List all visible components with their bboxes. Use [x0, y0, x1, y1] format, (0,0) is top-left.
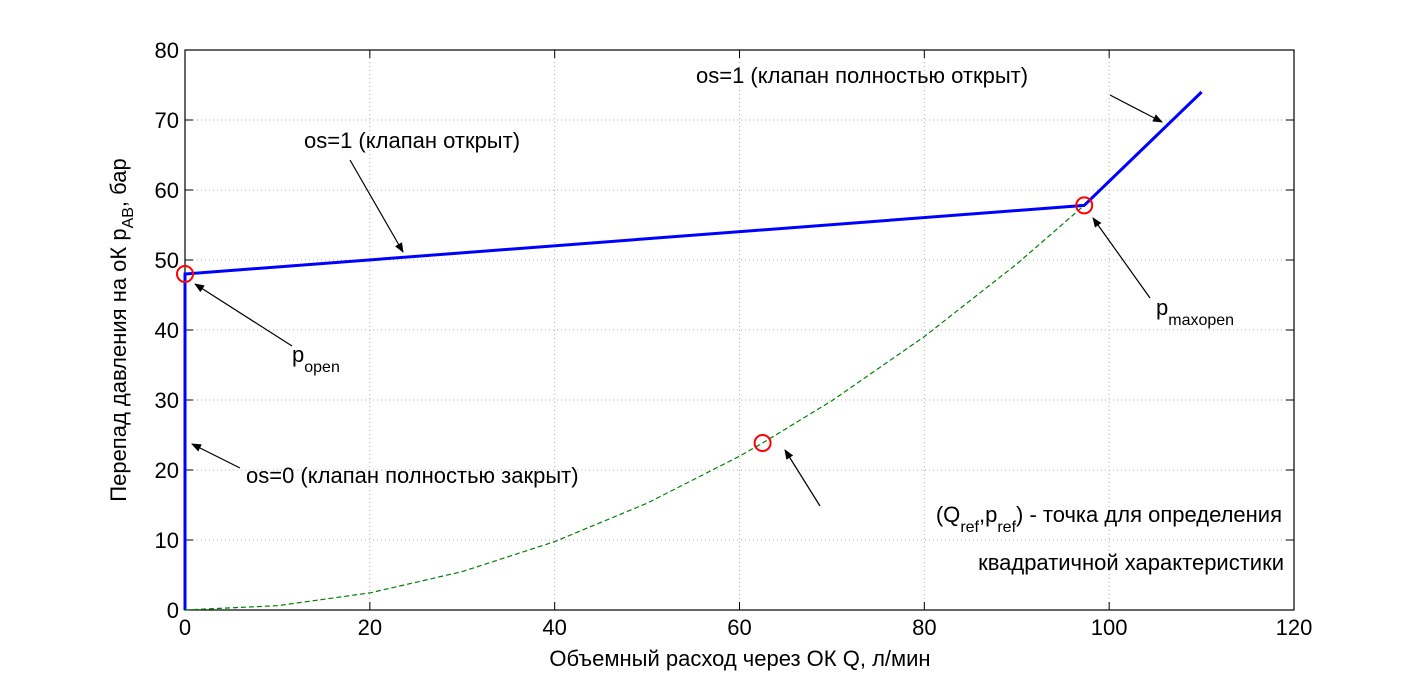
markers [176, 196, 1094, 453]
y-tick-label: 60 [155, 178, 179, 203]
tick-labels: 0 20 40 60 80 100 120 0 10 20 30 40 50 60 70 80 [155, 38, 1313, 640]
x-tick-label: 60 [727, 615, 751, 640]
y-axis-title: Перепад давления на оК pAB, бар [106, 158, 137, 501]
marker-p-maxopen [1075, 196, 1094, 215]
y-tick-label: 40 [155, 318, 179, 343]
y-tick-label: 70 [155, 108, 179, 133]
series [183, 90, 1203, 611]
x-tick-label: 100 [1091, 615, 1128, 640]
arrow-ref-point [784, 449, 821, 507]
x-axis-title: Объемный расход через ОК Q, л/мин [549, 646, 930, 671]
annotation-p-open: popen [292, 342, 340, 376]
grid [185, 50, 1294, 610]
y-tick-label: 30 [155, 388, 179, 413]
marker-q-ref [753, 434, 772, 453]
annotation-p-maxopen: pmaxopen [1156, 295, 1234, 329]
y-tick-label: 0 [167, 598, 179, 623]
x-tick-label: 40 [542, 615, 566, 640]
y-tick-label: 20 [155, 458, 179, 483]
arrow-p-open [194, 283, 293, 347]
y-tick-label: 50 [155, 248, 179, 273]
y-tick-label: 80 [155, 38, 179, 63]
x-tick-label: 20 [358, 615, 382, 640]
arrow-os0-closed [191, 443, 241, 469]
x-tick-label: 120 [1276, 615, 1313, 640]
arrow-os1-open [349, 159, 404, 253]
annotation-os1-open: os=1 (клапан открыт) [304, 128, 520, 153]
annotation-arrows [191, 94, 1163, 507]
x-tick-label: 80 [912, 615, 936, 640]
x-tick-label: 0 [179, 615, 191, 640]
quadratic-curve-line [184, 204, 1085, 611]
arrow-p-maxopen [1092, 217, 1151, 299]
y-tick-label: 10 [155, 528, 179, 553]
annotation-os1-full-open: os=1 (клапан полностью открыт) [696, 63, 1028, 88]
valve-characteristic-line [183, 90, 1203, 610]
annotation-ref-point-line2: квадратичной характеристики [978, 550, 1284, 575]
annotation-os0-closed: os=0 (клапан полностью закрыт) [246, 463, 579, 488]
marker-p-open [176, 265, 194, 283]
arrow-os1-full-open [1109, 94, 1163, 123]
annotation-ref-point: (Qref,pref) - точка для определения [936, 502, 1282, 536]
